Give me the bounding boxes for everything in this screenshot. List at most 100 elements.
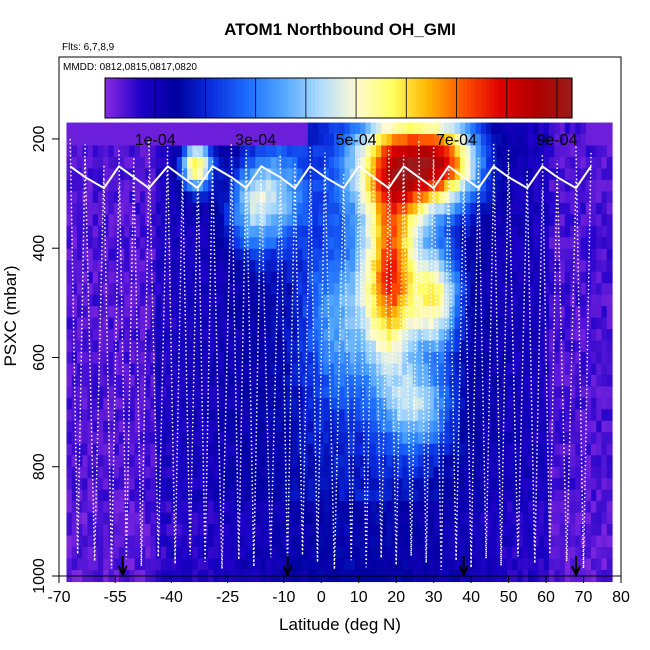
heatmap-cell [176, 524, 183, 537]
heatmap-cell [349, 260, 356, 273]
heatmap-cell [465, 558, 471, 571]
heatmap-cell [564, 122, 571, 135]
colorbar-swatch [443, 78, 449, 118]
heatmap-cell [213, 225, 220, 238]
heatmap-cell [139, 558, 146, 571]
heatmap-cell [517, 214, 524, 227]
heatmap-cell [449, 225, 456, 238]
heatmap-cell [570, 145, 576, 158]
heatmap-cell [155, 363, 162, 376]
heatmap-cell [444, 432, 451, 445]
heatmap-cell [360, 237, 367, 250]
heatmap-cell [218, 248, 225, 261]
heatmap-cell [580, 558, 587, 571]
heatmap-cell [134, 501, 141, 514]
heatmap-cell [533, 535, 540, 548]
heatmap-cell [591, 260, 597, 273]
x-tick-label: 0 [317, 589, 326, 606]
heatmap-cell [433, 478, 440, 491]
heatmap-cell [213, 432, 220, 445]
heatmap-cell [549, 260, 555, 273]
heatmap-cell [92, 122, 99, 135]
heatmap-cell [423, 455, 430, 468]
heatmap-cell [250, 225, 256, 238]
heatmap-cell [66, 397, 73, 410]
heatmap-cell [134, 179, 141, 192]
colorbar-swatch [299, 78, 305, 118]
heatmap-cell [197, 535, 204, 548]
heatmap-cell [76, 317, 83, 330]
heatmap-cell [465, 294, 471, 307]
heatmap-cell [501, 134, 508, 147]
heatmap-cell [139, 329, 146, 342]
heatmap-cell [438, 466, 445, 479]
x-tick-label: 50 [500, 589, 518, 606]
heatmap-cell [528, 271, 534, 284]
heatmap-cell [92, 134, 99, 147]
heatmap-cell [187, 374, 193, 388]
heatmap-cell [433, 237, 440, 250]
heatmap-cell [601, 214, 608, 227]
heatmap-cell [349, 443, 356, 456]
heatmap-cell [517, 512, 524, 525]
heatmap-cell [223, 547, 230, 560]
heatmap-cell [428, 168, 435, 181]
heatmap-cell [139, 156, 146, 170]
heatmap-cell [171, 317, 178, 330]
heatmap-cell [402, 179, 409, 192]
colorbar-swatch [466, 78, 472, 118]
heatmap-cell [339, 134, 346, 147]
heatmap-cell [449, 317, 456, 330]
heatmap-cell [197, 547, 204, 560]
heatmap-cell [601, 524, 608, 537]
heatmap-cell [386, 225, 393, 238]
heatmap-cell [187, 260, 193, 273]
heatmap-cell [601, 432, 608, 445]
heatmap-cell [475, 134, 482, 147]
heatmap-cell [202, 409, 209, 422]
heatmap-cell [334, 191, 340, 204]
heatmap-cell [103, 168, 110, 181]
heatmap-cell [491, 283, 498, 296]
heatmap-cell [454, 156, 461, 170]
heatmap-cell [66, 455, 73, 468]
heatmap-cell [538, 455, 545, 468]
heatmap-cell [554, 512, 561, 525]
heatmap-cell [265, 283, 272, 296]
heatmap-cell [150, 409, 157, 422]
heatmap-cell [417, 191, 424, 204]
heatmap-cell [323, 271, 330, 284]
heatmap-cell [549, 374, 555, 388]
colorbar-swatch [295, 78, 301, 118]
heatmap-cell [501, 363, 508, 376]
heatmap-cell [260, 214, 267, 227]
heatmap-cell [166, 202, 172, 215]
heatmap-cell [134, 156, 141, 170]
heatmap-cell [192, 237, 199, 250]
heatmap-cell [265, 134, 272, 147]
heatmap-cell [402, 489, 409, 502]
heatmap-cell [334, 558, 340, 571]
heatmap-cell [281, 179, 288, 192]
heatmap-cell [417, 306, 424, 319]
heatmap-cell [480, 168, 487, 181]
heatmap-cell [580, 248, 587, 261]
heatmap-cell [92, 237, 99, 250]
heatmap-cell [124, 191, 131, 204]
heatmap-cell [533, 409, 540, 422]
heatmap-cell [297, 420, 304, 433]
heatmap-cell [585, 202, 592, 215]
heatmap-cell [365, 179, 372, 192]
heatmap-cell [475, 317, 482, 330]
heatmap-cell [449, 306, 456, 319]
heatmap-cell [318, 283, 325, 296]
heatmap-cell [517, 409, 524, 422]
heatmap-cell [396, 443, 403, 456]
heatmap-cell [396, 248, 403, 261]
heatmap-cell [438, 363, 445, 376]
heatmap-cell [213, 478, 220, 491]
heatmap-cell [606, 478, 613, 491]
heatmap-cell [475, 524, 482, 537]
heatmap-cell [596, 329, 603, 342]
heatmap-cell [402, 225, 409, 238]
